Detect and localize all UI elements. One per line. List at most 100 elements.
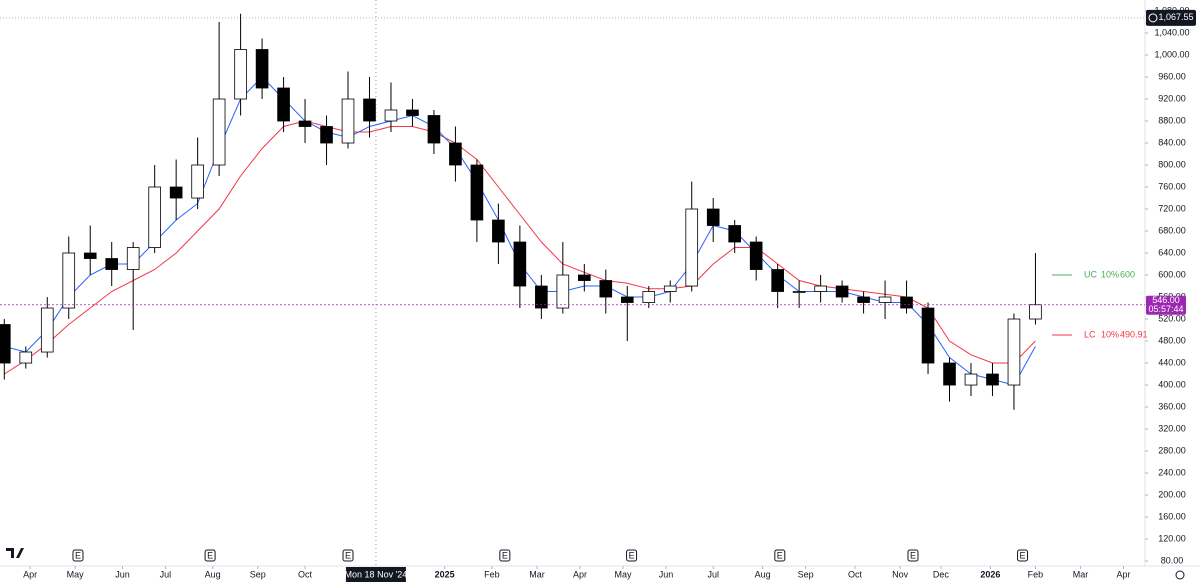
last-timer: 05:57:44	[1148, 304, 1183, 314]
candle-body	[148, 186, 161, 248]
last-box	[1146, 295, 1186, 315]
y-tick-label: 880.00	[1158, 115, 1186, 125]
event-label: E	[777, 550, 783, 560]
candle-body	[341, 98, 355, 144]
event-marker	[499, 549, 511, 562]
x-tick-label: 2026	[980, 569, 1000, 579]
y-tick-label: 400.00	[1158, 379, 1186, 389]
y-tick-label: 840.00	[1158, 137, 1186, 147]
x-tick-label: Feb	[484, 569, 500, 579]
x-tick-label: Mar	[1073, 569, 1089, 579]
event-marker	[774, 549, 786, 562]
candle-body	[191, 164, 204, 199]
limit-value: 600	[1120, 269, 1135, 279]
x-tick-label: Aug	[755, 569, 771, 579]
candle-body	[320, 126, 333, 144]
x-tick-label: 2025	[435, 569, 455, 579]
x-tick-label: Jul	[160, 569, 172, 579]
candle-body	[513, 241, 527, 287]
event-marker	[204, 549, 216, 562]
x-tick-label: Dec	[933, 569, 950, 579]
y-tick-label: 160.00	[1158, 511, 1186, 521]
candle-body	[620, 296, 634, 303]
x-tick-label: Oct	[848, 569, 863, 579]
candle-body	[878, 296, 892, 303]
candle-body	[685, 208, 699, 287]
event-label: E	[629, 550, 635, 560]
y-tick-label: 680.00	[1158, 225, 1186, 235]
candle-body	[900, 296, 913, 309]
x-tick-label: Feb	[1028, 569, 1044, 579]
x-tick-label: Jun	[115, 569, 130, 579]
event-label: E	[1020, 550, 1026, 560]
candle-body	[62, 252, 76, 309]
candle-body	[406, 109, 419, 116]
candle-body	[427, 115, 441, 144]
candle-body	[105, 258, 119, 270]
candle-body	[449, 142, 462, 166]
candle-body	[642, 291, 656, 303]
candle-body	[1007, 318, 1021, 386]
high-box	[1146, 9, 1196, 26]
y-tick-label: 600.00	[1158, 269, 1186, 279]
x-tick-label: May	[614, 569, 632, 579]
candle-body	[83, 252, 97, 259]
limit-pct: 10%	[1101, 269, 1119, 279]
y-tick-label: 240.00	[1158, 467, 1186, 477]
moving-average	[4, 120, 1036, 375]
candle-body	[556, 274, 570, 309]
x-tick-label: Mar	[529, 569, 545, 579]
y-tick-label: 760.00	[1158, 181, 1186, 191]
candle-body	[728, 225, 741, 243]
event-marker	[907, 549, 919, 562]
x-tick-label: Apr	[1117, 569, 1131, 579]
x-tick-label: Nov	[892, 569, 909, 579]
y-tick-label: 120.00	[1158, 533, 1186, 543]
limit-pct: 10%	[1101, 329, 1119, 339]
candle-body	[814, 285, 827, 292]
event-label: E	[345, 550, 351, 560]
y-tick-label: 320.00	[1158, 423, 1186, 433]
candle-body	[169, 186, 183, 199]
high-icon	[1148, 13, 1158, 23]
x-tick-label: Jun	[659, 569, 674, 579]
candle-body	[835, 285, 849, 298]
candle-body	[706, 208, 720, 226]
candle-body	[535, 285, 548, 309]
x-tick-label: Apr	[573, 569, 587, 579]
candle-body	[964, 373, 978, 386]
candle-body	[921, 307, 935, 364]
y-tick-label: 920.00	[1158, 93, 1186, 103]
y-tick-label: 640.00	[1158, 247, 1186, 257]
event-label: E	[207, 550, 213, 560]
y-tick-label: 520.00	[1158, 313, 1186, 323]
y-tick-label: 720.00	[1158, 203, 1186, 213]
x-tick-label: Apr	[23, 569, 37, 579]
candle-body	[749, 241, 763, 270]
event-label: E	[75, 550, 81, 560]
candle-body	[255, 49, 269, 89]
candle-body	[277, 87, 290, 122]
event-marker	[1017, 549, 1029, 562]
y-tick-label: 480.00	[1158, 335, 1186, 345]
y-tick-label: 960.00	[1158, 71, 1186, 81]
y-tick-label: 440.00	[1158, 357, 1186, 367]
y-tick-label: 200.00	[1158, 489, 1186, 499]
y-tick-label: 800.00	[1158, 159, 1186, 169]
x-tick-label: Sep	[798, 569, 814, 579]
candle-body	[792, 291, 806, 293]
candle-body	[470, 164, 484, 221]
y-tick-label: 80.00	[1161, 555, 1184, 565]
y-tick-label: 1,000.00	[1154, 49, 1189, 59]
candle-body	[599, 280, 613, 298]
candle-body	[771, 269, 784, 292]
candle-body	[0, 324, 11, 364]
y-tick-label: 1,040.00	[1154, 27, 1189, 37]
limit-value: 490.91	[1120, 329, 1148, 339]
event-label: E	[502, 550, 508, 560]
crosshair-label: Mon 18 Nov '24	[345, 569, 408, 579]
crosshair-box	[345, 567, 406, 582]
last-label: 546.00	[1152, 295, 1180, 305]
high-label: 1,067.55	[1158, 12, 1193, 22]
